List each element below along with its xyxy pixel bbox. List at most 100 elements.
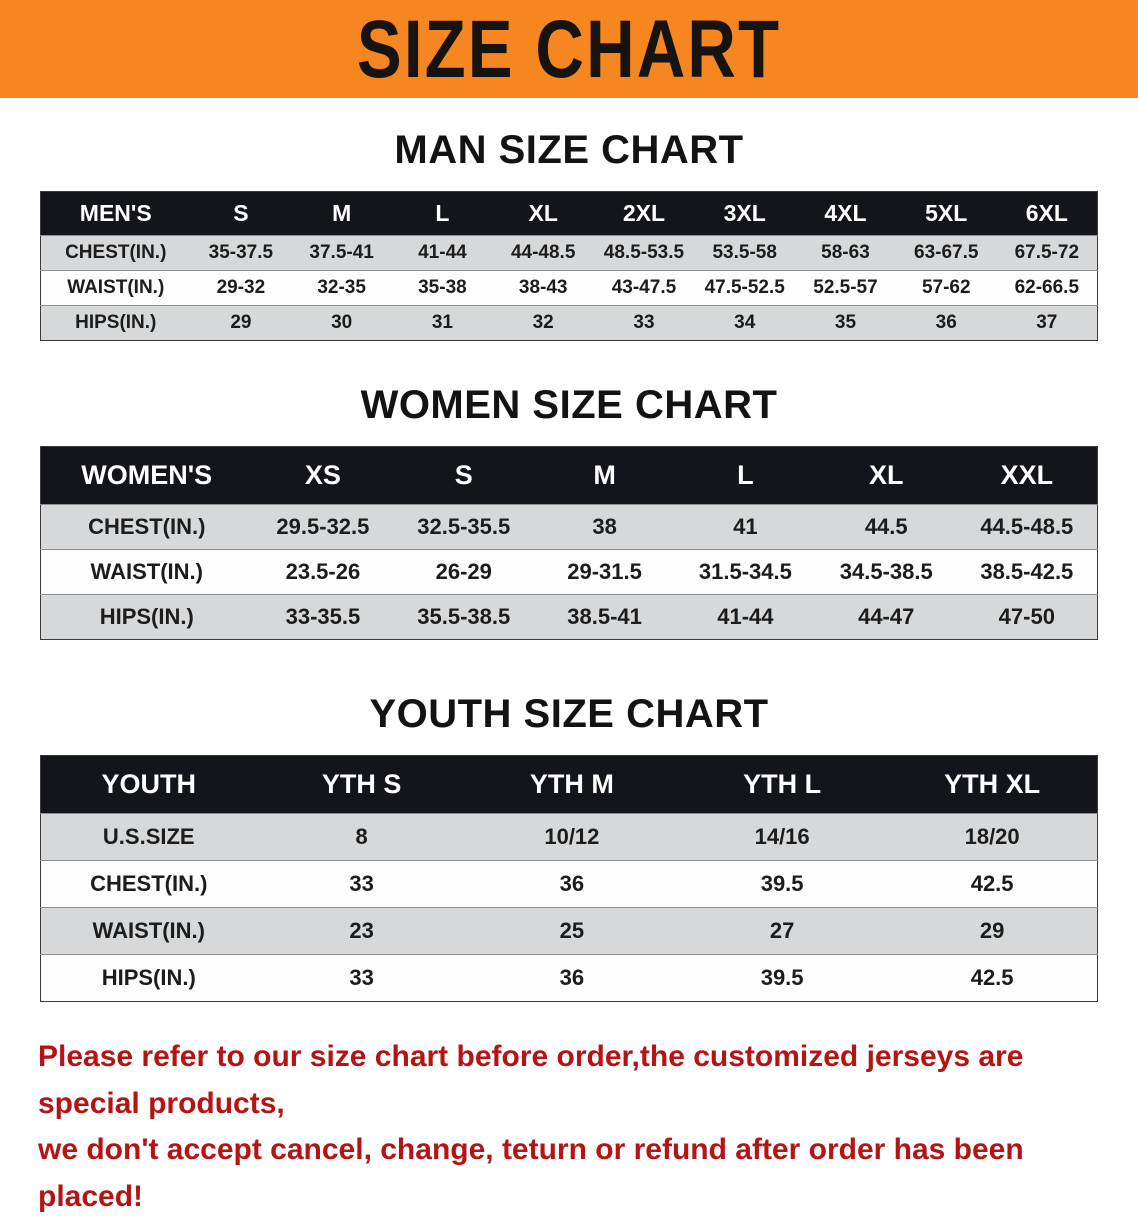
size-value: 52.5-57 [813,277,878,298]
size-value: 33 [349,871,374,896]
size-value: 38.5-41 [567,604,642,629]
size-value: 37 [1036,312,1058,333]
men-size-section: MAN SIZE CHART MEN'S S M L XL 2XL 3XL 4XL 5XL 6XL… [0,128,1138,341]
size-value: 47.5-52.5 [704,277,785,298]
size-value: 48.5-53.5 [603,242,685,263]
size-value: 47-50 [998,604,1055,629]
youth-size-section: YOUTH SIZE CHART YOUTH YTH S YTH M YTH L YTH… [0,692,1138,1002]
row-label: CHEST(IN.) [65,242,167,263]
size-value: 42.5 [970,965,1014,990]
size-value: 63-67.5 [914,242,979,263]
size-value: 36 [559,871,585,896]
size-value: 33-35.5 [285,604,361,629]
banner: SIZE CHART [0,0,1138,98]
size-value: 32-35 [317,277,366,298]
size-column-header: M [332,200,352,226]
size-value: 36 [559,965,585,990]
row-label: U.S.SIZE [102,824,195,849]
note-line-1: Please refer to our size chart before or… [38,1040,1024,1120]
size-column-header: 3XL [723,200,766,226]
table-row: HIPS(IN.) 29 30 31 32 33 34 35 36 37 [40,305,1098,341]
size-column-header: S [233,200,249,226]
women-size-table: WOMEN'S XS S M L XL XXL CHEST(IN.) 29.5-32.5 32.… [40,446,1098,640]
youth-size-table: YOUTH YTH S YTH M YTH L YTH XL U.S.SIZE 8 10/1… [40,755,1098,1002]
table-row: U.S.SIZE 8 10/12 14/16 18/20 [40,813,1098,861]
size-column-header: 6XL [1025,200,1068,226]
size-value: 44-48.5 [510,242,576,263]
men-size-table: MEN'S S M L XL 2XL 3XL 4XL 5XL 6XL CHEST(IN.) 35-3… [40,191,1098,341]
page-title: SIZE CHART [356,2,782,96]
row-label: WAIST(IN.) [90,559,203,584]
row-label: WAIST(IN.) [67,277,165,298]
table-header-row: MEN'S S M L XL 2XL 3XL 4XL 5XL 6XL [40,191,1098,236]
row-label: HIPS(IN.) [101,965,196,990]
table-row: CHEST(IN.) 35-37.5 37.5-41 41-44 44-48.5 48.5… [40,235,1098,271]
size-value: 44-47 [858,604,915,629]
row-label: HIPS(IN.) [99,604,194,629]
size-value: 32 [532,312,554,333]
size-column-header: XL [868,460,904,490]
size-value: 31.5-34.5 [698,559,792,584]
table-body: CHEST(IN.) 29.5-32.5 32.5-35.5 38 41 44.5 44.5… [40,504,1098,640]
row-label: CHEST(IN.) [88,514,206,539]
size-value: 35.5-38.5 [417,604,511,629]
size-value: 23 [349,918,374,943]
size-value: 33 [633,312,655,333]
table-row: CHEST(IN.) 29.5-32.5 32.5-35.5 38 41 44.5 44.5… [40,504,1098,550]
size-value: 23.5-26 [285,559,361,584]
size-value: 53.5-58 [712,242,777,263]
size-value: 34.5-38.5 [839,559,933,584]
size-value: 36 [935,312,957,333]
row-label: HIPS(IN.) [75,312,157,333]
section-heading-youth: YOUTH SIZE CHART [369,692,769,736]
table-row: CHEST(IN.) 33 36 39.5 42.5 [40,860,1098,908]
size-value: 62-66.5 [1014,277,1080,298]
table-corner-label: YOUTH [101,769,197,799]
size-column-header: L [737,460,754,490]
table-row: HIPS(IN.) 33-35.5 35.5-38.5 38.5-41 41-44 44-… [40,594,1098,640]
size-value: 57-62 [921,277,971,298]
size-value: 37.5-41 [309,242,374,263]
size-column-header: XL [528,200,558,226]
size-value: 8 [355,824,368,849]
table-header-row: WOMEN'S XS S M L XL XXL [40,446,1098,505]
size-value: 44.5-48.5 [980,514,1074,539]
table-row: HIPS(IN.) 33 36 39.5 42.5 [40,954,1098,1002]
size-value: 30 [331,312,353,333]
size-value: 18/20 [964,824,1020,849]
size-value: 29 [979,918,1005,943]
size-column-header: YTH L [743,769,822,799]
size-value: 31 [431,312,453,333]
size-value: 41-44 [717,604,774,629]
table-row: WAIST(IN.) 23.5-26 26-29 29-31.5 31.5-34.5 34… [40,549,1098,595]
size-value: 32.5-35.5 [417,514,511,539]
section-heading-women: WOMEN SIZE CHART [360,383,778,427]
row-label: CHEST(IN.) [90,871,208,896]
size-value: 35-38 [418,277,467,298]
table-body: CHEST(IN.) 35-37.5 37.5-41 41-44 44-48.5 48.5… [40,235,1098,341]
size-value: 29-32 [216,277,266,298]
size-value: 41-44 [418,242,467,263]
size-value: 35 [834,312,857,333]
table-corner-label: MEN'S [79,200,152,226]
size-column-header: YTH XL [944,769,1041,799]
size-value: 43-47.5 [611,277,677,298]
size-column-header: 4XL [824,200,867,226]
size-value: 35-37.5 [208,242,274,263]
size-value: 38.5-42.5 [980,559,1074,584]
size-value: 29.5-32.5 [276,514,370,539]
size-value: 25 [559,918,585,943]
size-value: 42.5 [970,871,1014,896]
footer-note: Please refer to our size chart before or… [38,1034,1100,1220]
size-value: 44.5 [864,514,908,539]
size-value: 39.5 [760,965,804,990]
size-column-header: YTH M [529,769,614,799]
size-value: 10/12 [544,824,600,849]
size-value: 27 [769,918,795,943]
size-value: 34 [734,312,756,333]
size-column-header: 2XL [622,200,666,226]
table-corner-label: WOMEN'S [81,460,213,490]
table-body: U.S.SIZE 8 10/12 14/16 18/20 CHEST(IN.) 33 36 39… [40,813,1098,1002]
size-column-header: 5XL [925,200,968,226]
